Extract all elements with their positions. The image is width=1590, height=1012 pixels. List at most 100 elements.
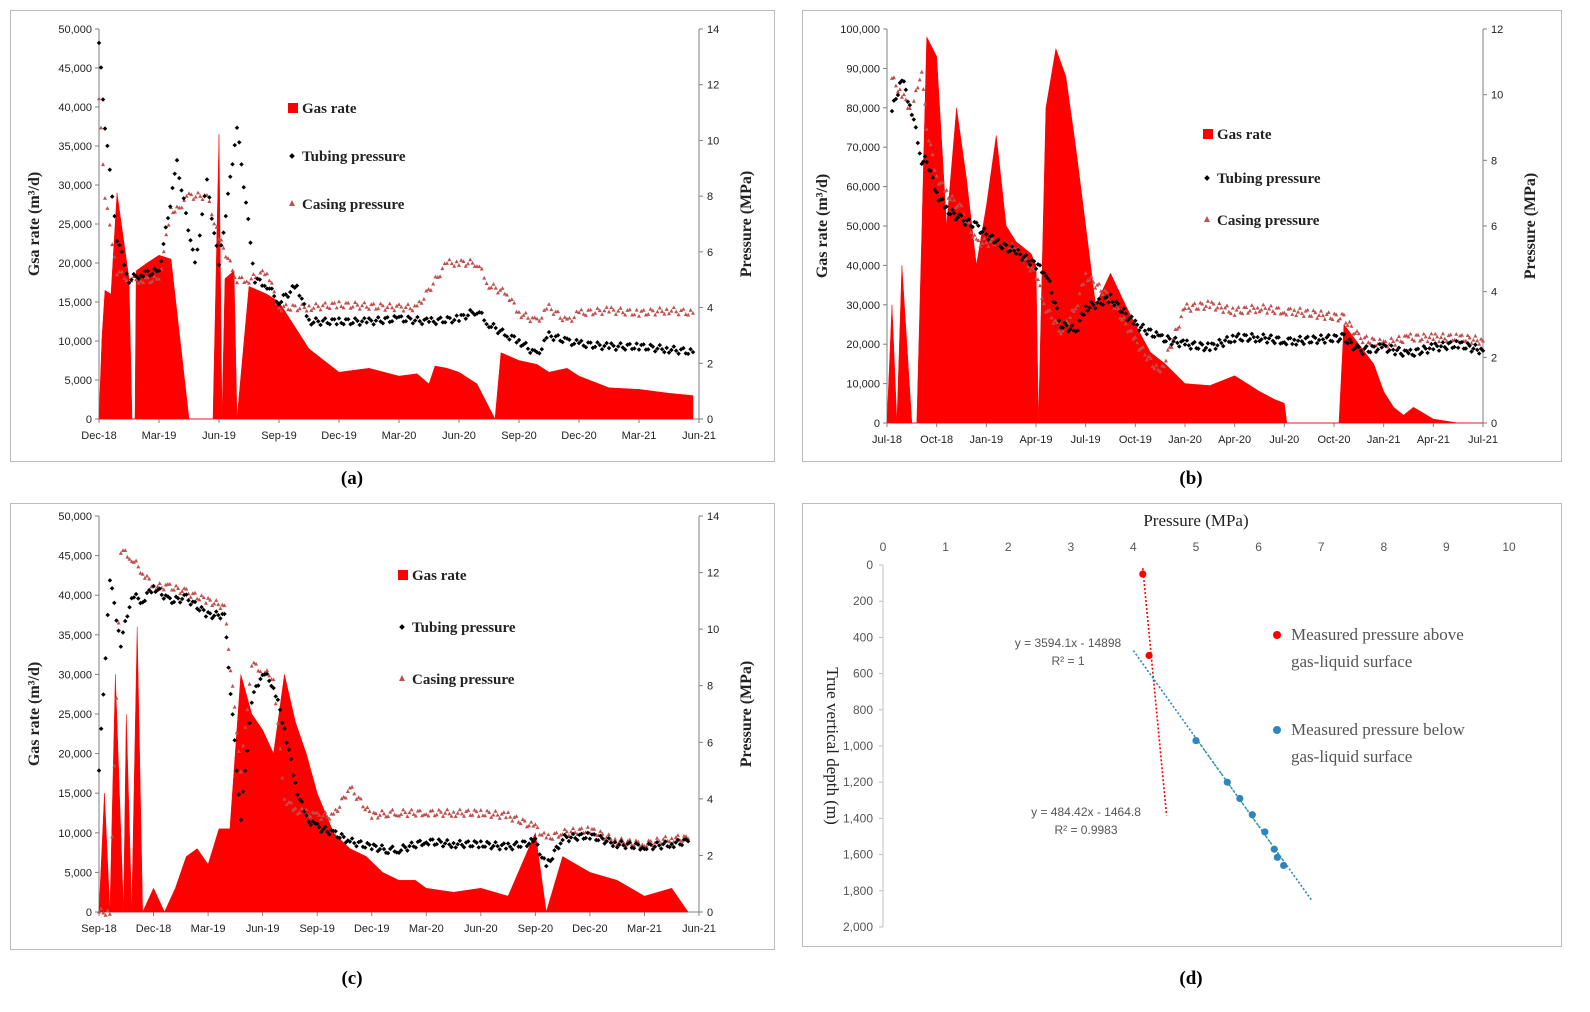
casing-pressure-point xyxy=(466,261,470,266)
tubing-pressure-point xyxy=(452,317,457,323)
casing-pressure-point xyxy=(598,829,603,833)
tubing-pressure-point xyxy=(190,247,196,252)
casing-pressure-point xyxy=(565,316,569,321)
y2-tick-label: 10 xyxy=(707,135,719,147)
tubing-pressure-point xyxy=(105,143,110,149)
tubing-pressure-point xyxy=(170,185,175,191)
tubing-pressure-point xyxy=(1314,340,1320,346)
casing-pressure-point xyxy=(99,906,104,911)
casing-pressure-point xyxy=(436,807,441,812)
casing-pressure-point xyxy=(407,810,412,815)
casing-pressure-point xyxy=(1417,338,1422,343)
casing-pressure-point xyxy=(509,297,514,302)
casing-pressure-point xyxy=(1469,341,1474,345)
y-tick-label: 25,000 xyxy=(58,219,92,231)
tubing-pressure-point xyxy=(1243,332,1249,338)
tubing-pressure-point xyxy=(1056,318,1062,323)
tubing-pressure-point xyxy=(276,302,282,307)
casing-pressure-point xyxy=(449,261,454,266)
casing-pressure-point xyxy=(662,311,667,316)
tubing-pressure-point xyxy=(1427,346,1432,351)
casing-pressure-point xyxy=(683,312,688,316)
casing-pressure-point xyxy=(226,647,231,651)
tubing-pressure-point xyxy=(615,344,621,349)
casing-pressure-point xyxy=(455,810,460,815)
casing-pressure-point xyxy=(592,826,597,831)
casing-pressure-point xyxy=(1190,303,1195,308)
casing-pressure-point xyxy=(295,308,300,313)
tubing-pressure-point xyxy=(228,691,233,697)
casing-pressure-point xyxy=(193,590,197,595)
casing-pressure-point xyxy=(1370,335,1375,340)
y2-tick-label: 14 xyxy=(707,24,719,36)
tubing-pressure-point xyxy=(230,712,235,717)
casing-pressure-point xyxy=(507,298,512,303)
casing-pressure-point xyxy=(1055,319,1060,324)
tubing-pressure-point xyxy=(592,344,598,350)
tubing-pressure-point xyxy=(571,341,577,347)
tubing-pressure-point xyxy=(216,612,221,618)
y2-tick-label: 10 xyxy=(1491,90,1503,102)
casing-pressure-point xyxy=(508,814,513,819)
casing-pressure-point xyxy=(397,302,401,307)
casing-pressure-point xyxy=(1087,277,1092,282)
tubing-pressure-point xyxy=(507,337,512,342)
casing-pressure-point xyxy=(417,808,422,813)
tubing-pressure-point xyxy=(659,346,665,352)
tubing-pressure-point xyxy=(1115,301,1121,306)
casing-pressure-point xyxy=(663,834,668,839)
tubing-pressure-point xyxy=(928,168,933,174)
tubing-pressure-point xyxy=(369,318,374,323)
casing-pressure-point xyxy=(940,180,945,185)
tubing-pressure-point xyxy=(548,334,554,339)
tubing-pressure-point xyxy=(1434,343,1440,349)
tubing-pressure-point xyxy=(913,125,919,130)
y-tick-label: 1,200 xyxy=(843,775,873,789)
tubing-pressure-point xyxy=(385,850,391,856)
casing-pressure-point xyxy=(212,601,217,606)
casing-pressure-point xyxy=(531,823,536,828)
casing-pressure-point xyxy=(613,312,618,316)
casing-pressure-point xyxy=(357,306,362,311)
casing-pressure-point xyxy=(1438,335,1443,340)
legend-gas-swatch xyxy=(288,103,298,113)
tubing-pressure-point xyxy=(301,301,307,307)
tubing-pressure-point xyxy=(156,268,162,273)
casing-pressure-point xyxy=(438,809,443,814)
casing-pressure-point xyxy=(1140,344,1145,349)
casing-pressure-point xyxy=(1070,307,1075,312)
casing-pressure-point xyxy=(1205,298,1210,303)
casing-pressure-point xyxy=(571,826,576,830)
casing-pressure-point xyxy=(1148,355,1153,360)
tubing-pressure-point xyxy=(433,321,439,327)
panel-d: Pressure (MPa) 0 1 2 3 4 5 6 7 8 9 10 0 200 400 600 800 1… xyxy=(802,503,1562,947)
tubing-pressure-point xyxy=(329,317,335,322)
casing-pressure-point xyxy=(354,797,359,801)
casing-pressure-point xyxy=(990,236,995,241)
tubing-pressure-point xyxy=(1085,308,1090,314)
casing-pressure-point xyxy=(986,244,991,248)
casing-pressure-point xyxy=(1297,306,1302,310)
casing-pressure-point xyxy=(178,591,183,596)
casing-pressure-point xyxy=(419,300,424,305)
casing-pressure-point xyxy=(367,306,371,311)
x-tick-label: Mar-21 xyxy=(627,923,662,935)
casing-pressure-point xyxy=(428,288,433,292)
casing-pressure-point xyxy=(583,313,588,317)
tubing-pressure-point xyxy=(544,863,549,869)
casing-pressure-point xyxy=(664,307,669,311)
tubing-pressure-point xyxy=(1215,343,1220,348)
casing-pressure-point xyxy=(1032,267,1037,272)
casing-pressure-point xyxy=(593,310,598,315)
tubing-pressure-point xyxy=(234,125,240,131)
casing-pressure-point xyxy=(476,814,481,818)
y2-tick-label: 6 xyxy=(1491,221,1497,233)
tubing-pressure-point xyxy=(676,351,681,356)
casing-pressure-point xyxy=(604,305,609,309)
tubing-pressure-point xyxy=(294,283,300,288)
casing-pressure-point xyxy=(657,305,662,310)
casing-pressure-point xyxy=(327,816,332,821)
tubing-pressure-point xyxy=(636,347,642,352)
casing-pressure-point xyxy=(1175,326,1180,331)
tubing-pressure-point xyxy=(434,841,440,847)
